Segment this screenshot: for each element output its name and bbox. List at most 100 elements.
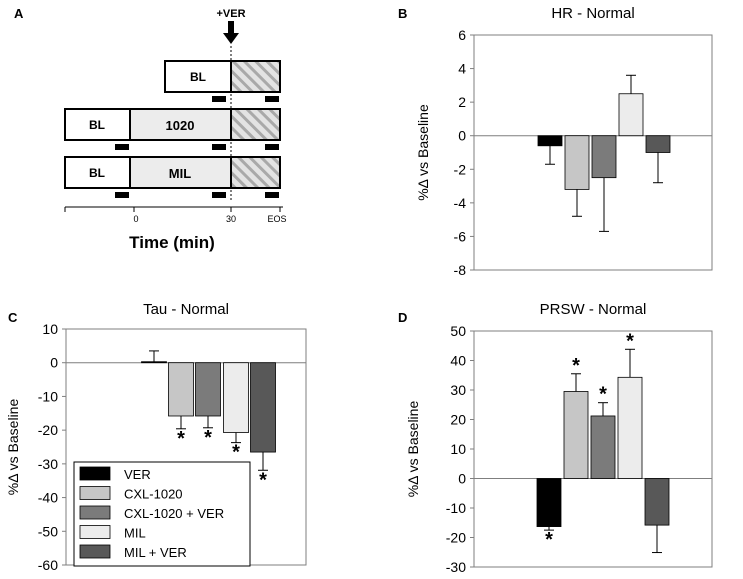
panel-a-label: A [14, 6, 24, 21]
protocol-row-1: BL [164, 60, 281, 102]
y-axis-label: %Δ vs Baseline [415, 104, 431, 201]
bar-mil [617, 376, 643, 479]
y-tick-label: 0 [458, 128, 466, 144]
significance-star: * [177, 428, 185, 450]
bar-mil [618, 93, 644, 137]
y-tick-label: 20 [450, 412, 466, 428]
bar-mil-ver [645, 135, 671, 153]
baseline-label: BL [89, 166, 105, 180]
chart-tau-normal: Tau - Normal 10 0 -10 -20 -30 -40 -50 -60 %Δ vs B… [5, 301, 307, 573]
bar-cxl-1020 [168, 362, 194, 417]
y-tick-label: 0 [458, 471, 466, 487]
legend-swatch [79, 525, 111, 539]
time-tick-30: 30 [226, 214, 236, 224]
treatment-label: MIL [169, 166, 191, 181]
time-tick-0: 0 [133, 214, 138, 224]
significance-star: * [626, 330, 634, 352]
protocol-row-3: BL MIL [64, 156, 281, 198]
significance-star: * [204, 427, 212, 449]
time-axis: 0 30 EOS Time (min) [64, 206, 287, 252]
significance-star: * [232, 442, 240, 464]
y-tick-label: -30 [38, 456, 58, 472]
chart-title: Tau - Normal [143, 301, 229, 318]
y-tick-label: -6 [454, 228, 467, 244]
baseline-label: BL [190, 70, 206, 84]
y-tick-label: -10 [38, 388, 58, 404]
treatment-box [129, 108, 232, 141]
plot-frame [473, 34, 713, 271]
y-axis-label: %Δ vs Baseline [5, 399, 21, 496]
legend-label: MIL + VER [124, 545, 187, 560]
drug-marker-label: +VER [216, 8, 245, 20]
panel-a: A +VER BL BL 1020 BL [14, 6, 287, 252]
legend-label: MIL [124, 526, 146, 541]
chart-prsw-normal: PRSW - Normal 50 40 30 20 10 0 -10 -20 -30 %Δ vs B… [405, 301, 713, 575]
bar-cxl-1020-ver [195, 362, 221, 417]
y-tick-label: -50 [38, 523, 58, 539]
y-tick-label: -10 [446, 500, 466, 516]
bar-mil-ver [644, 478, 670, 526]
bar-cxl-1020-ver [591, 135, 617, 179]
y-tick-label: -2 [454, 161, 467, 177]
sample-bar [115, 192, 129, 198]
y-tick-label: 30 [450, 382, 466, 398]
time-tick-eos: EOS [267, 214, 286, 224]
sample-bar [212, 96, 226, 102]
panel-b-label: B [398, 6, 407, 21]
significance-star: * [545, 529, 553, 551]
sample-bar [212, 192, 226, 198]
y-axis-label: %Δ vs Baseline [405, 401, 421, 498]
y-tick-label: 0 [50, 355, 58, 371]
ver-period-box [230, 108, 281, 141]
bar-cxl-1020-ver [590, 415, 616, 479]
chart-title: HR - Normal [551, 5, 634, 22]
y-tick-label: -8 [454, 262, 467, 278]
legend-label: VER [124, 467, 151, 482]
y-tick-label: -60 [38, 557, 58, 573]
significance-star: * [599, 384, 607, 406]
panel-d-label: D [398, 310, 407, 325]
drug-arrow-icon [223, 21, 239, 44]
sample-bar [265, 144, 279, 150]
baseline-label: BL [89, 118, 105, 132]
bar-ver [141, 361, 167, 364]
bar-cxl-1020 [563, 391, 589, 479]
legend-label: CXL-1020 + VER [124, 506, 224, 521]
treatment-label: 1020 [166, 118, 195, 133]
chart-hr-normal: HR - Normal 6 4 2 0 -2 -4 -6 -8 %Δ vs Baseline [415, 5, 713, 278]
significance-star: * [572, 355, 580, 377]
panel-c-label: C [8, 310, 18, 325]
legend-swatch [79, 466, 111, 481]
protocol-row-2: BL 1020 [64, 108, 281, 150]
chart-title: PRSW - Normal [540, 301, 647, 318]
legend-label: CXL-1020 [124, 487, 183, 502]
y-tick-label: -40 [38, 490, 58, 506]
significance-star: * [259, 469, 267, 491]
bar-ver [537, 135, 563, 147]
sample-bar [115, 144, 129, 150]
bar-mil [223, 362, 249, 433]
y-tick-label: 10 [42, 321, 58, 337]
sample-bar [212, 144, 226, 150]
sample-bar [265, 192, 279, 198]
y-tick-label: -4 [454, 195, 467, 211]
y-tick-label: 10 [450, 441, 466, 457]
y-tick-label: 2 [458, 94, 466, 110]
legend-swatch [79, 486, 111, 500]
y-tick-label: 6 [458, 27, 466, 43]
y-tick-label: 50 [450, 323, 466, 339]
y-tick-label: -20 [446, 530, 466, 546]
bar-mil-ver [250, 362, 276, 453]
baseline-box [64, 108, 131, 141]
time-axis-title: Time (min) [129, 233, 215, 252]
y-tick-label: -20 [38, 422, 58, 438]
bar-cxl-1020 [564, 135, 590, 190]
sample-bar [265, 96, 279, 102]
y-tick-label: 40 [450, 353, 466, 369]
ver-period-box [230, 60, 281, 93]
legend-swatch [79, 544, 111, 559]
bar-ver [536, 478, 562, 527]
legend-swatch [79, 505, 111, 520]
y-tick-label: 4 [458, 61, 466, 77]
